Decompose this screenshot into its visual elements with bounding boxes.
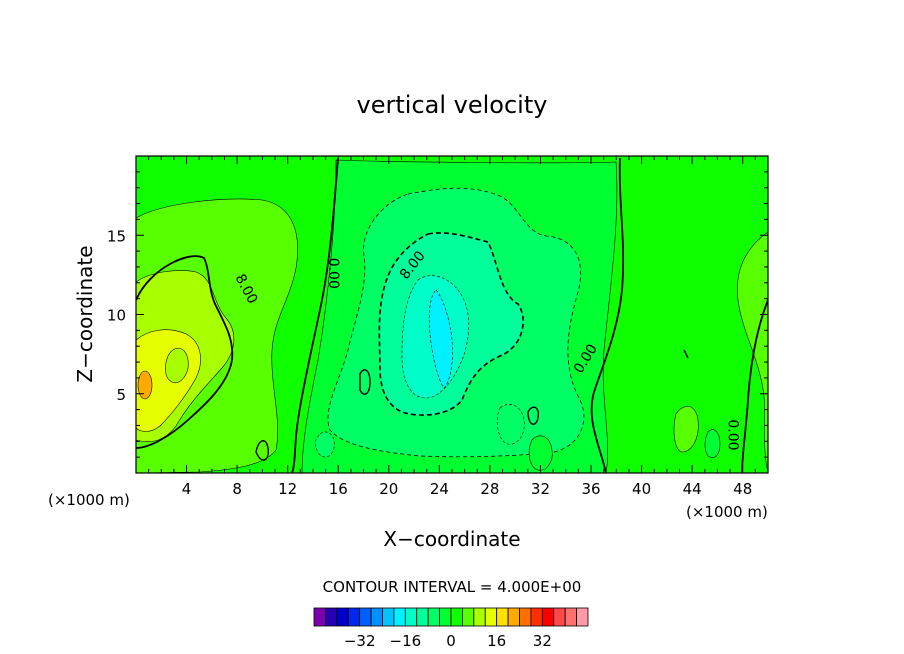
contour-label: 0.00 [725, 419, 741, 450]
colorbar-swatch [496, 607, 509, 627]
colorbar-swatch [462, 607, 475, 627]
x-unit-left: (×1000 m) [48, 491, 130, 509]
contour-zero-left-outer [136, 255, 234, 449]
colorbar-tick-label: 16 [487, 632, 506, 650]
field-region-fragment-1 [496, 404, 525, 445]
colorbar-swatch [576, 607, 589, 627]
x-tick-label: 28 [480, 480, 499, 498]
contour-small-1 [255, 440, 270, 461]
colorbar-swatch [484, 607, 498, 627]
x-tick-label: 16 [329, 480, 348, 498]
chart-title: vertical velocity [357, 91, 548, 119]
x-tick-label: 4 [182, 480, 192, 498]
colorbar-tick-label: −16 [390, 632, 422, 650]
field-region-orange-spot [137, 370, 153, 400]
colorbar-tick-label: 32 [533, 632, 552, 650]
colorbar-swatch [325, 607, 338, 627]
field-region-right-lime [737, 231, 768, 473]
colorbar-swatch [359, 607, 372, 627]
colorbar-swatch [530, 607, 543, 627]
x-axis-label: X−coordinate [383, 527, 520, 551]
colorbar-tick-label: 0 [446, 632, 456, 650]
plot-area [136, 156, 768, 473]
contour-small-3 [527, 406, 540, 425]
colorbar-swatch [347, 607, 361, 627]
colorbar-swatch [553, 607, 566, 627]
contour-label: 0.00 [325, 258, 341, 289]
x-tick-label: 8 [232, 480, 242, 498]
x-tick-label: 12 [278, 480, 297, 498]
contour-small-2 [359, 369, 371, 395]
field-region-right-lime-patch [673, 406, 699, 453]
x-tick-label: 24 [430, 480, 449, 498]
contour-zero-far-right [741, 299, 768, 473]
colorbar-swatch [541, 607, 555, 627]
y-tick-label: 10 [107, 307, 126, 325]
colorbar-swatch [393, 607, 406, 627]
colorbar-swatch [427, 607, 440, 627]
colorbar-tick-label: −32 [344, 632, 376, 650]
colorbar-swatch [370, 607, 383, 627]
colorbar-swatch [519, 607, 532, 627]
x-tick-label: 44 [683, 480, 702, 498]
colorbar-swatch [313, 607, 326, 627]
colorbar-swatch [473, 607, 486, 627]
colorbar-swatch [382, 607, 395, 627]
colorbar-swatch [416, 607, 429, 627]
colorbar-swatch [450, 607, 463, 627]
field-region-right-green-patch [704, 429, 721, 458]
contour-zero-right [590, 157, 625, 473]
contour-zero-left [291, 157, 339, 473]
contour-interval-text: CONTOUR INTERVAL = 4.000E+00 [323, 578, 582, 596]
field-region-left-island [165, 347, 189, 384]
x-tick-label: 40 [632, 480, 651, 498]
colorbar-swatch [507, 607, 520, 627]
colorbar-swatch [564, 607, 577, 627]
y-tick-label: 15 [107, 227, 126, 245]
y-axis-label: Z−coordinate [73, 245, 97, 382]
x-tick-label: 48 [733, 480, 752, 498]
field-region-fragment-2 [314, 431, 335, 458]
x-tick-label: 20 [379, 480, 398, 498]
colorbar-swatch [336, 607, 349, 627]
y-tick-label: 5 [116, 386, 126, 404]
x-tick-label: 36 [581, 480, 600, 498]
colorbar: −32 −16 0 16 32 [313, 607, 589, 650]
contour-small-4 [683, 349, 689, 359]
colorbar-swatch [404, 607, 418, 627]
field-region-fragment-3 [528, 435, 553, 471]
colorbar-swatch [439, 607, 452, 627]
field-region-central-cyan [428, 289, 453, 389]
x-tick-label: 32 [531, 480, 550, 498]
x-unit-right: (×1000 m) [686, 503, 768, 521]
